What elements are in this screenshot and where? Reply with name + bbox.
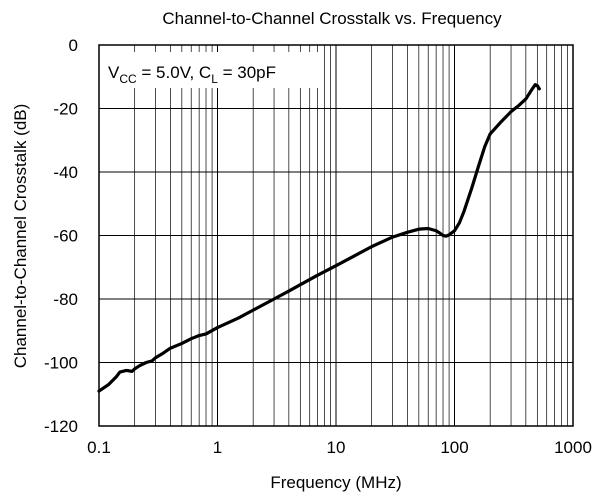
tick-labels: 0.1 1 10 100 1000 0 -20 -40 -60 -80 -100 -120 [44, 36, 592, 457]
y-axis-label: Channel-to-Channel Crosstalk (dB) [11, 104, 30, 369]
x-tick-label: 0.1 [87, 438, 111, 457]
cl-value: = 30pF [218, 63, 276, 82]
vcc-subscript: CC [119, 72, 137, 86]
y-tick-label: -100 [44, 354, 78, 373]
crosstalk-line [97, 83, 541, 393]
y-tick-label: -120 [44, 417, 78, 436]
y-tick-label: 0 [69, 36, 78, 55]
annotation-text: VCC = 5.0V, CL = 30pF [108, 63, 276, 86]
x-axis-label: Frequency (MHz) [270, 473, 401, 492]
conditions-annotation: VCC = 5.0V, CL = 30pF [104, 52, 320, 88]
cl-subscript: L [211, 72, 218, 86]
vcc-value: = 5.0V, [137, 63, 199, 82]
grid-lines [99, 45, 573, 426]
x-tick-label: 10 [327, 438, 346, 457]
y-tick-label: -20 [53, 100, 78, 119]
annotation-background [104, 52, 320, 88]
plot-frame [98, 44, 574, 427]
y-tick-label: -60 [53, 227, 78, 246]
y-tick-label: -40 [53, 163, 78, 182]
vcc-symbol: V [108, 63, 120, 82]
chart-title: Channel-to-Channel Crosstalk vs. Frequen… [162, 9, 502, 28]
x-tick-label: 100 [440, 438, 468, 457]
cl-symbol: C [199, 63, 211, 82]
x-tick-label: 1000 [554, 438, 592, 457]
x-tick-label: 1 [213, 438, 222, 457]
y-tick-label: -80 [53, 290, 78, 309]
